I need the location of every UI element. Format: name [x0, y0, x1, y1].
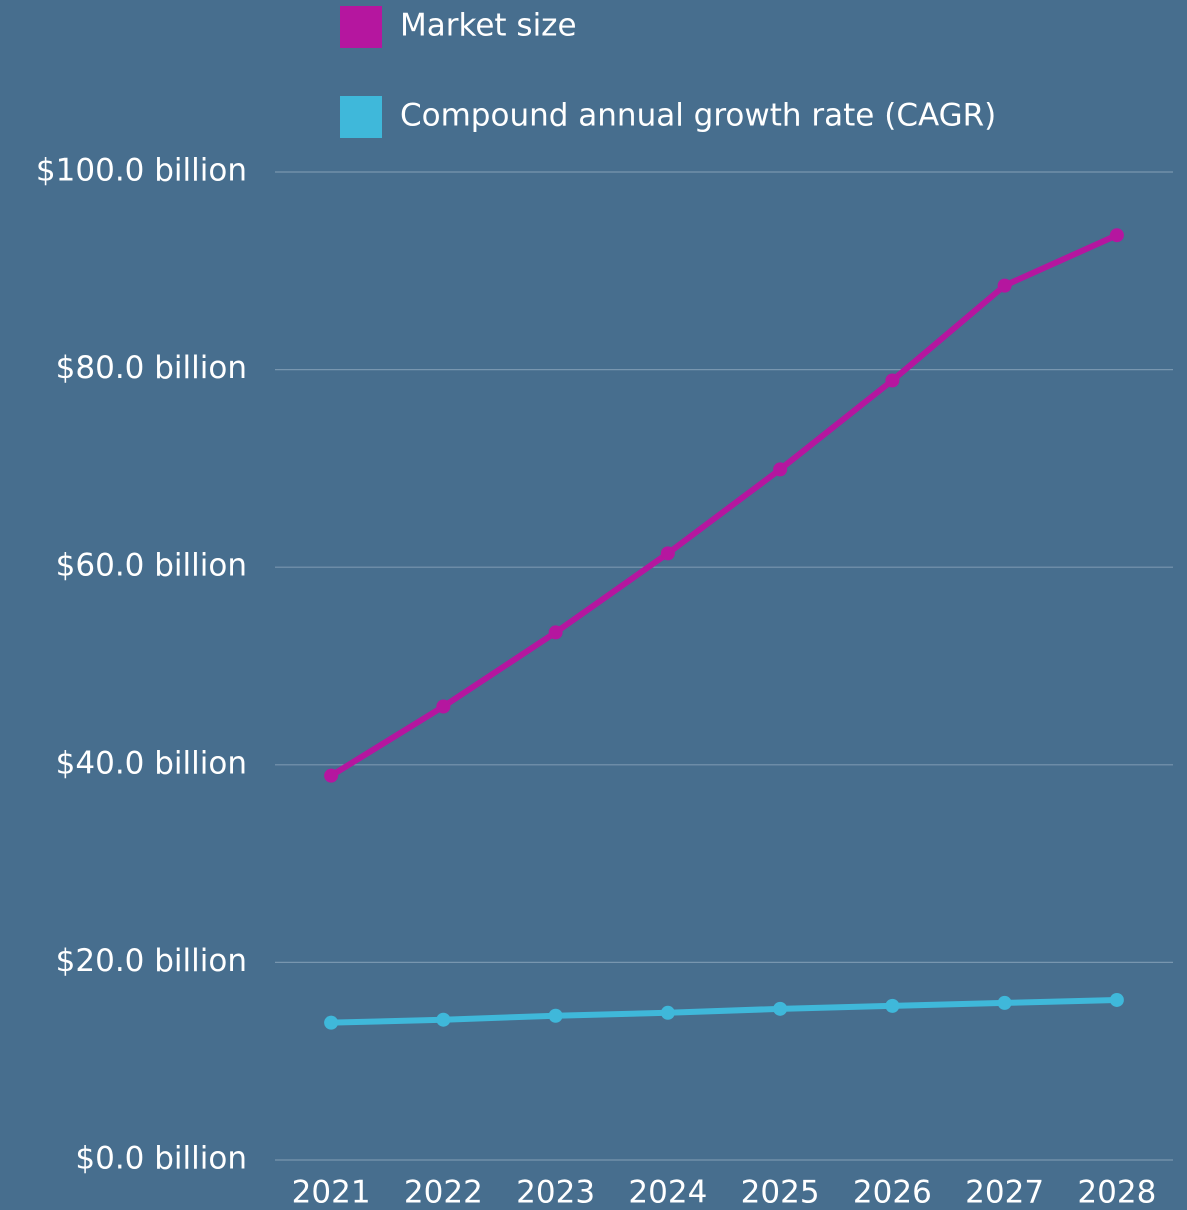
- y-tick-label: $100.0 billion: [36, 153, 247, 189]
- point: [660, 546, 675, 561]
- legend-label: Compound annual growth rate (CAGR): [400, 98, 996, 134]
- point: [436, 699, 451, 714]
- x-tick-label: 2021: [292, 1175, 371, 1210]
- point: [324, 1015, 339, 1030]
- legend-swatch: [340, 96, 382, 138]
- point: [436, 1012, 451, 1027]
- x-tick-label: 2026: [853, 1175, 932, 1210]
- y-tick-label: $0.0 billion: [75, 1141, 247, 1177]
- x-tick-label: 2023: [516, 1175, 595, 1210]
- x-tick-label: 2022: [404, 1175, 483, 1210]
- line: [331, 996, 1117, 1026]
- y-tick-label: $60.0 billion: [56, 548, 247, 584]
- y-tick-label: $20.0 billion: [56, 943, 247, 979]
- x-tick-label: 2024: [628, 1175, 707, 1210]
- point: [548, 1008, 563, 1023]
- point: [997, 995, 1012, 1010]
- point: [885, 373, 900, 388]
- y-tick-label: $40.0 billion: [56, 745, 247, 781]
- legend-swatch: [340, 6, 382, 48]
- x-tick-label: 2027: [965, 1175, 1044, 1210]
- point: [324, 768, 339, 783]
- x-tick-label: 2028: [1077, 1175, 1156, 1210]
- x-tick-label: 2025: [741, 1175, 820, 1210]
- legend-label: Market size: [400, 8, 577, 44]
- point: [885, 998, 900, 1013]
- point: [660, 1005, 675, 1020]
- point: [1109, 992, 1124, 1007]
- point: [1109, 228, 1124, 243]
- point: [548, 625, 563, 640]
- line: [329, 232, 1119, 779]
- point: [997, 278, 1012, 293]
- point: [773, 462, 788, 477]
- point: [773, 1001, 788, 1016]
- y-tick-label: $80.0 billion: [56, 350, 247, 386]
